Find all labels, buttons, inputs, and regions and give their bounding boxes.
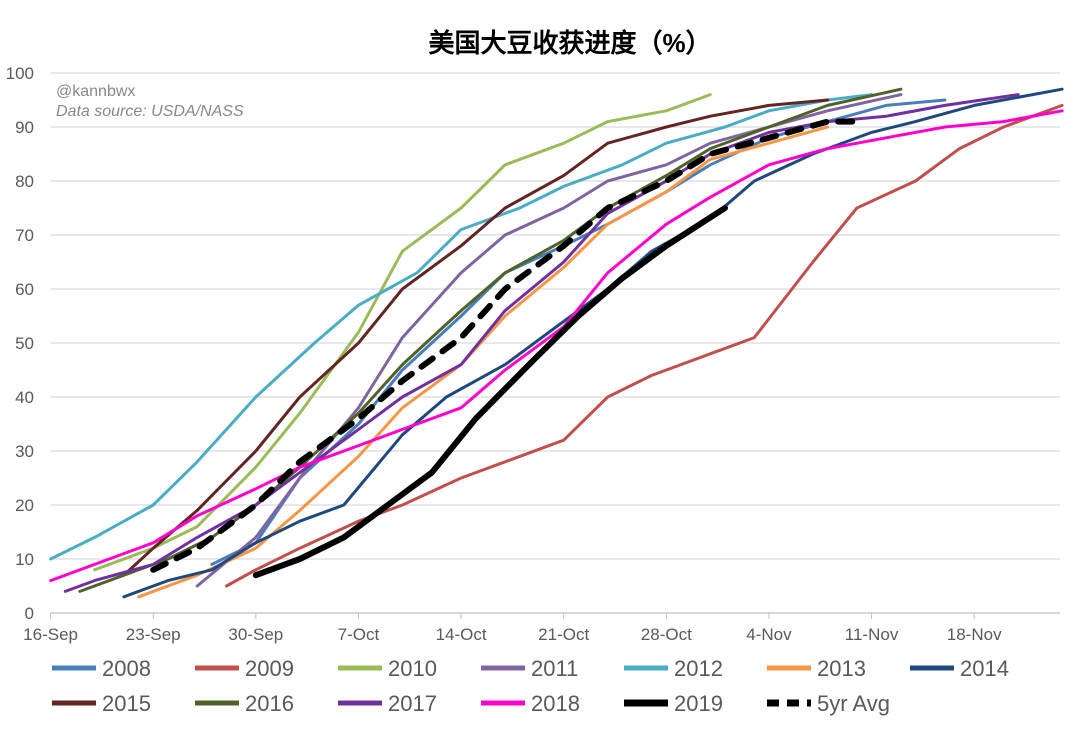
legend-label: 2018 [531,691,580,716]
x-tick-label: 23-Sep [126,625,181,644]
legend-label: 2008 [102,656,151,681]
legend-item: 2013 [767,656,866,681]
legend-label: 2012 [674,656,723,681]
x-tick-label: 21-Oct [538,625,589,644]
x-tick-label: 7-Oct [338,625,380,644]
series-line-2010 [93,93,712,572]
legend-item: 2019 [624,691,723,716]
legend-item: 2015 [52,691,151,716]
y-tick-label: 40 [15,388,34,407]
legend-item: 2009 [195,656,294,681]
legend-item: 2014 [910,656,1009,681]
legend-item: 5yr Avg [767,691,890,716]
y-tick-label: 100 [6,64,34,83]
x-tick-label: 14-Oct [436,625,487,644]
series-line-2012 [49,93,874,561]
series-line-2011 [195,93,903,588]
x-tick-label: 30-Sep [228,625,283,644]
legend-item: 2018 [481,691,580,716]
y-tick-label: 60 [15,280,34,299]
y-tick-label: 10 [15,550,34,569]
x-tick-label: 4-Nov [746,625,792,644]
series-line-2018 [49,109,1064,583]
legend-label: 2013 [817,656,866,681]
series-line-2009 [225,103,1064,588]
y-tick-label: 80 [15,172,34,191]
x-tick-label: 28-Oct [641,625,692,644]
legend-label: 2019 [674,691,723,716]
x-tick-label: 11-Nov [845,625,899,644]
data-source-note: Data source: USDA/NASS [56,103,244,120]
series-line-2016 [78,87,903,593]
series-line-2008 [210,98,947,566]
y-tick-label: 30 [15,442,34,461]
legend-label: 2015 [102,691,151,716]
x-tick-label: 18-Nov [947,625,1002,644]
series-line-2015 [122,98,830,577]
chart-title: 美国大豆收获进度（%） [428,28,711,58]
legend-item: 2008 [52,656,151,681]
legend-label: 2014 [960,656,1009,681]
y-tick-label: 50 [15,334,34,353]
legend-item: 2016 [195,691,294,716]
legend-item: 2011 [481,656,578,681]
legend-item: 2010 [338,656,437,681]
series-line-2019 [252,205,728,579]
legend-item: 2012 [624,656,723,681]
legend-label: 2011 [531,656,578,681]
author-handle: @kannbwx [56,83,135,100]
legend-item: 2017 [338,691,437,716]
series-line-2013 [137,125,830,599]
y-tick-label: 90 [15,118,34,137]
series-line-5yr-avg [150,118,860,573]
legend-label: 5yr Avg [817,691,890,716]
legend-label: 2017 [388,691,437,716]
legend-label: 2010 [388,656,437,681]
y-tick-label: 0 [25,604,34,623]
y-tick-label: 70 [15,226,34,245]
legend-label: 2016 [245,691,294,716]
series-line-2014 [122,87,1064,599]
legend-label: 2009 [245,656,294,681]
x-tick-label: 16-Sep [23,625,78,644]
y-tick-label: 20 [15,496,34,515]
